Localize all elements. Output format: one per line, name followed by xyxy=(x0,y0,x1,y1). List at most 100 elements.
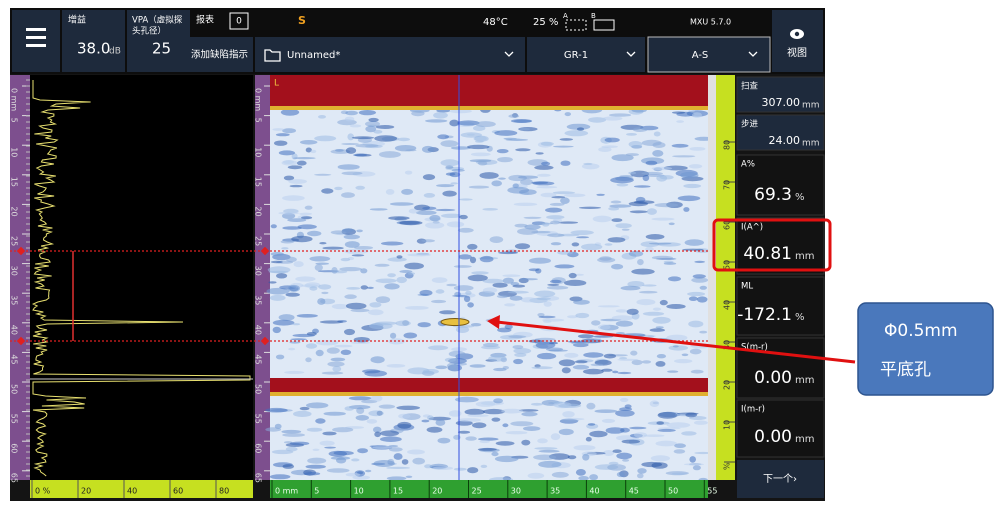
noise-speckle xyxy=(615,320,634,327)
noise-speckle xyxy=(530,402,544,406)
noise-speckle xyxy=(659,299,668,306)
noise-speckle xyxy=(534,290,556,298)
noise-speckle xyxy=(612,370,619,374)
noise-speckle xyxy=(517,228,539,235)
reading-value: 69.3 xyxy=(754,185,792,205)
noise-speckle xyxy=(322,431,337,436)
noise-speckle xyxy=(315,418,326,424)
noise-speckle xyxy=(340,349,352,355)
noise-speckle xyxy=(289,441,310,446)
noise-speckle xyxy=(459,214,468,220)
noise-speckle xyxy=(341,171,363,176)
noise-speckle xyxy=(615,309,628,313)
gain-button[interactable] xyxy=(62,10,125,72)
noise-speckle xyxy=(358,110,376,116)
noise-speckle xyxy=(428,416,451,421)
noise-speckle xyxy=(267,266,291,274)
noise-speckle xyxy=(374,135,398,142)
noise-speckle xyxy=(650,455,671,462)
noise-speckle xyxy=(560,419,579,423)
noise-speckle xyxy=(315,349,324,357)
noise-speckle xyxy=(282,195,305,201)
noise-speckle xyxy=(558,359,576,367)
vpa-label: VPA（虚拟探 xyxy=(132,15,183,26)
noise-speckle xyxy=(508,114,520,118)
noise-speckle xyxy=(519,189,537,196)
noise-speckle xyxy=(572,364,590,370)
noise-speckle xyxy=(318,115,326,119)
noise-speckle xyxy=(651,166,673,171)
next-button[interactable] xyxy=(737,460,824,498)
noise-speckle xyxy=(564,112,571,117)
noise-speckle xyxy=(467,467,479,474)
report-count: 0 xyxy=(236,17,242,27)
noise-speckle xyxy=(498,177,506,180)
noise-speckle xyxy=(440,159,460,167)
add-indication-button[interactable] xyxy=(190,37,253,72)
menu-button[interactable] xyxy=(12,10,60,72)
group-button[interactable] xyxy=(527,37,645,72)
noise-speckle xyxy=(578,476,589,481)
noise-speckle xyxy=(536,186,558,189)
noise-speckle xyxy=(509,295,523,301)
noise-speckle xyxy=(480,464,488,468)
noise-speckle xyxy=(616,183,629,187)
noise-speckle xyxy=(326,347,340,354)
noise-speckle xyxy=(629,426,647,430)
noise-speckle xyxy=(520,178,533,186)
noise-speckle xyxy=(620,427,630,433)
file-button[interactable] xyxy=(255,37,525,72)
noise-speckle xyxy=(564,279,587,286)
noise-speckle xyxy=(458,198,473,201)
noise-speckle xyxy=(620,285,641,291)
noise-speckle xyxy=(355,415,369,421)
sscan-x-tick-label: 15 xyxy=(393,487,403,496)
noise-speckle xyxy=(540,192,557,198)
noise-speckle xyxy=(683,183,702,189)
noise-speckle xyxy=(689,147,706,151)
noise-speckle xyxy=(576,127,585,131)
noise-speckle xyxy=(666,334,688,341)
noise-speckle xyxy=(588,117,607,123)
noise-speckle xyxy=(470,323,482,327)
noise-speckle xyxy=(668,276,681,282)
noise-speckle xyxy=(475,121,496,128)
noise-speckle xyxy=(577,334,594,339)
ascan-y-tick-label: 55 xyxy=(10,414,19,424)
sscan-x-tick-label: 30 xyxy=(511,487,521,496)
noise-speckle xyxy=(353,337,370,343)
noise-speckle xyxy=(668,222,675,226)
noise-speckle xyxy=(384,283,400,290)
noise-speckle xyxy=(603,450,615,456)
noise-speckle xyxy=(694,420,708,425)
noise-speckle xyxy=(296,314,318,318)
noise-speckle xyxy=(333,450,354,456)
noise-speckle xyxy=(421,239,435,243)
reading-panel[interactable] xyxy=(736,114,825,151)
ascan-x-tick-label: 0 % xyxy=(35,487,51,496)
sscan-y-tick-label: 55 xyxy=(254,414,263,424)
noise-speckle xyxy=(297,160,307,166)
view-button[interactable] xyxy=(772,10,823,72)
noise-speckle xyxy=(512,345,524,350)
gauge-tick-label: 40 xyxy=(723,300,732,310)
noise-speckle xyxy=(550,279,562,284)
ascan-x-tick-label: 60 xyxy=(173,487,183,496)
vpa-button[interactable] xyxy=(127,10,190,72)
noise-speckle xyxy=(295,276,316,282)
sscan-y-tick-label: 35 xyxy=(254,295,263,305)
noise-speckle xyxy=(401,459,409,465)
menu-icon-bar xyxy=(26,36,46,39)
noise-speckle xyxy=(374,431,381,438)
noise-speckle xyxy=(396,405,421,410)
reading-panel[interactable] xyxy=(736,76,825,113)
noise-speckle xyxy=(493,367,507,372)
noise-speckle xyxy=(574,360,588,364)
noise-speckle xyxy=(494,130,518,136)
noise-speckle xyxy=(598,147,612,152)
layout-button[interactable] xyxy=(647,36,771,73)
noise-speckle xyxy=(481,345,501,350)
noise-speckle xyxy=(431,299,447,304)
reading-label: ML xyxy=(741,282,753,292)
noise-speckle xyxy=(674,443,686,449)
